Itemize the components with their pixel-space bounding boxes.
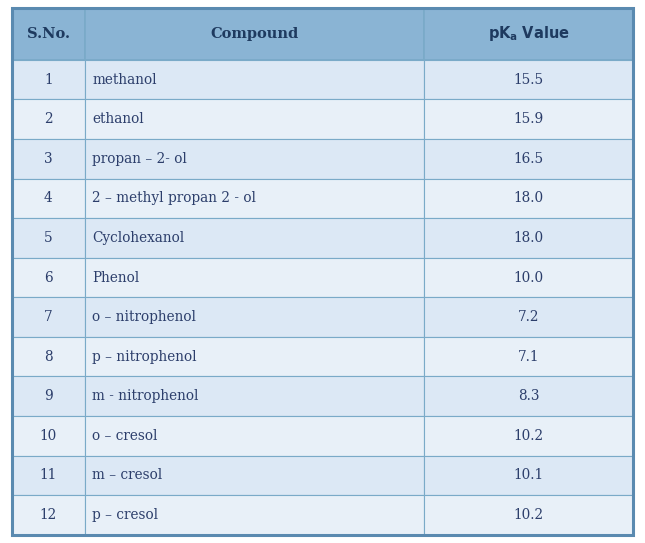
Bar <box>85 99 424 139</box>
Text: 10.1: 10.1 <box>513 469 544 483</box>
Bar <box>12 99 85 139</box>
Bar <box>424 337 633 376</box>
Bar <box>424 456 633 495</box>
Text: 4: 4 <box>44 191 53 205</box>
Text: m – cresol: m – cresol <box>92 469 163 483</box>
Text: 15.5: 15.5 <box>513 73 544 86</box>
Bar <box>85 8 424 60</box>
Bar <box>424 139 633 179</box>
Bar <box>12 218 85 258</box>
Text: 8.3: 8.3 <box>518 389 539 403</box>
Text: 12: 12 <box>40 508 57 522</box>
Text: $\mathbf{pK_a}$ $\mathbf{Value}$: $\mathbf{pK_a}$ $\mathbf{Value}$ <box>488 24 570 43</box>
Bar <box>85 258 424 298</box>
Bar <box>12 495 85 535</box>
Text: 2: 2 <box>44 112 53 126</box>
Bar <box>12 376 85 416</box>
Bar <box>85 179 424 218</box>
Text: 6: 6 <box>44 270 53 285</box>
Bar <box>85 495 424 535</box>
Bar <box>85 456 424 495</box>
Bar <box>12 258 85 298</box>
Text: 7.2: 7.2 <box>518 310 539 324</box>
Text: Compound: Compound <box>210 27 299 41</box>
Bar <box>12 139 85 179</box>
Bar <box>12 8 85 60</box>
Bar <box>12 60 85 99</box>
Text: 11: 11 <box>40 469 57 483</box>
Bar <box>424 416 633 456</box>
Text: methanol: methanol <box>92 73 157 86</box>
Text: Cyclohexanol: Cyclohexanol <box>92 231 184 245</box>
Text: 10.2: 10.2 <box>513 508 544 522</box>
Bar <box>424 99 633 139</box>
Text: ethanol: ethanol <box>92 112 144 126</box>
Text: m - nitrophenol: m - nitrophenol <box>92 389 199 403</box>
Text: 9: 9 <box>44 389 53 403</box>
Bar <box>85 337 424 376</box>
Bar <box>85 60 424 99</box>
Bar <box>85 298 424 337</box>
Text: 7.1: 7.1 <box>518 350 539 364</box>
Text: 18.0: 18.0 <box>513 231 544 245</box>
Text: o – nitrophenol: o – nitrophenol <box>92 310 197 324</box>
Text: p – nitrophenol: p – nitrophenol <box>92 350 197 364</box>
Bar <box>85 218 424 258</box>
Text: 1: 1 <box>44 73 53 86</box>
Text: o – cresol: o – cresol <box>92 429 158 443</box>
Bar <box>424 218 633 258</box>
Text: S.No.: S.No. <box>27 27 70 41</box>
Bar <box>424 298 633 337</box>
Text: 7: 7 <box>44 310 53 324</box>
Text: 10: 10 <box>40 429 57 443</box>
Text: 15.9: 15.9 <box>513 112 544 126</box>
Text: 10.0: 10.0 <box>513 270 544 285</box>
Text: p – cresol: p – cresol <box>92 508 159 522</box>
Text: propan – 2- ol: propan – 2- ol <box>92 151 187 166</box>
Bar <box>424 495 633 535</box>
Bar <box>12 456 85 495</box>
Text: 8: 8 <box>44 350 53 364</box>
Text: 2 – methyl propan 2 - ol: 2 – methyl propan 2 - ol <box>92 191 257 205</box>
Text: 3: 3 <box>44 151 53 166</box>
Bar <box>12 179 85 218</box>
Bar <box>12 416 85 456</box>
Bar <box>85 416 424 456</box>
Bar <box>424 376 633 416</box>
Bar <box>12 337 85 376</box>
Text: 16.5: 16.5 <box>513 151 544 166</box>
Text: 10.2: 10.2 <box>513 429 544 443</box>
Bar <box>424 8 633 60</box>
Bar <box>85 376 424 416</box>
Text: 18.0: 18.0 <box>513 191 544 205</box>
Bar <box>12 298 85 337</box>
Bar <box>424 179 633 218</box>
Bar <box>424 258 633 298</box>
Text: Phenol: Phenol <box>92 270 140 285</box>
Bar <box>85 139 424 179</box>
Text: 5: 5 <box>44 231 53 245</box>
Bar <box>424 60 633 99</box>
